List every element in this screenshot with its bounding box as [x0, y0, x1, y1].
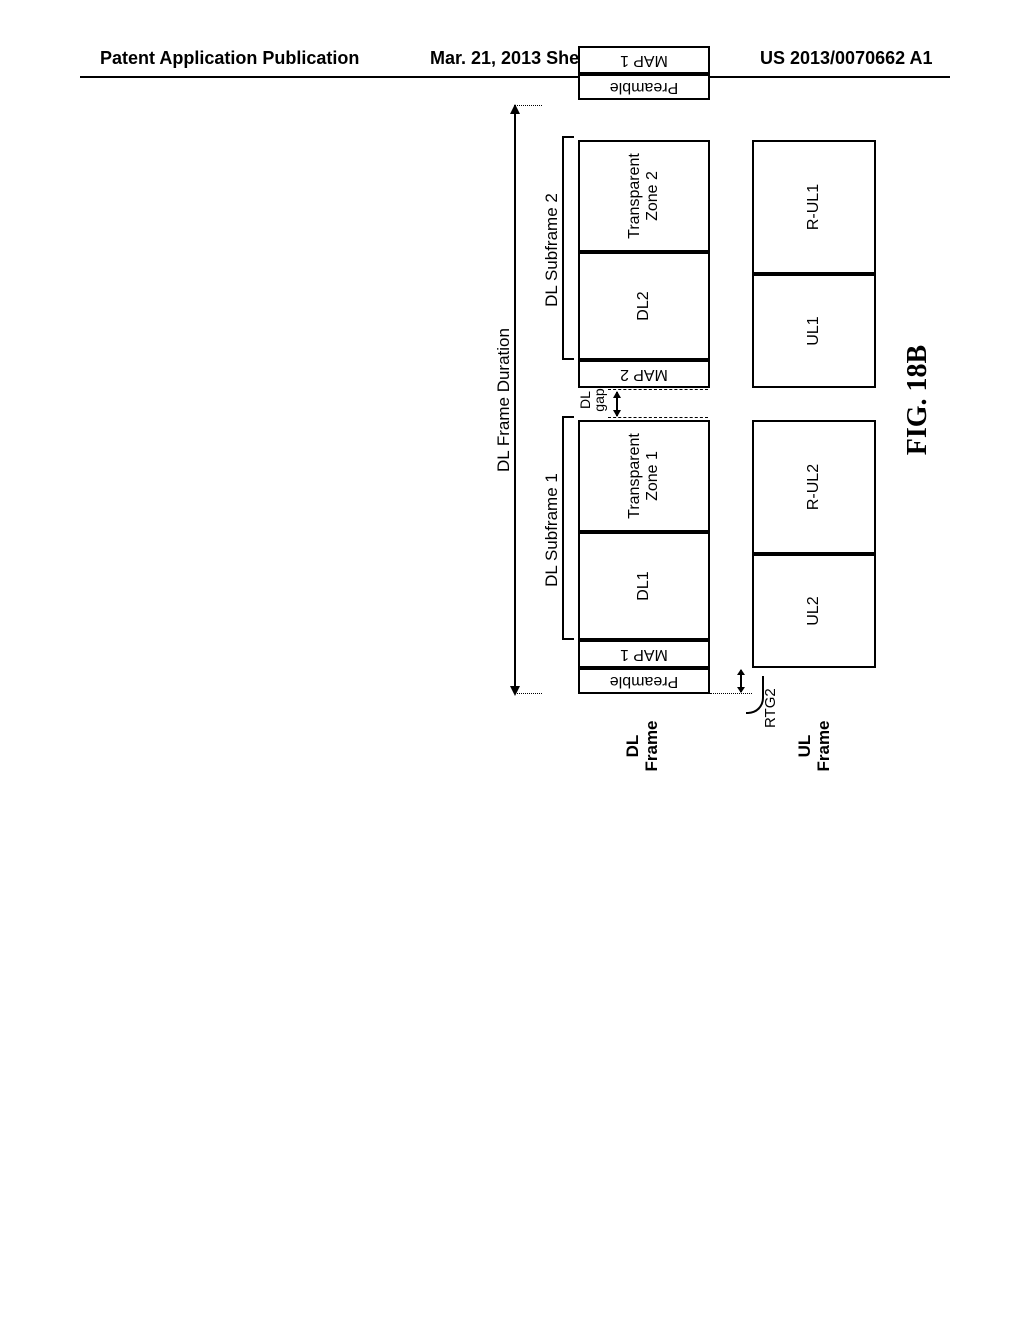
ul-frame-label: ULFrame — [796, 716, 833, 776]
box-ul1: UL1 — [752, 274, 876, 388]
box-dl2: DL2 — [578, 252, 710, 360]
box-transparent-zone-2: TransparentZone 2 — [578, 140, 710, 252]
box-dl1: DL1 — [578, 532, 710, 640]
dl-gap-arrow — [616, 392, 618, 416]
box-map2: MAP 2 — [578, 360, 710, 388]
duration-tick-right — [514, 105, 542, 106]
rtg2-label: RTG2 — [762, 688, 779, 728]
dl-gap-dash-right — [608, 389, 708, 390]
box-map1-next: MAP 1 — [578, 46, 710, 74]
figure-caption: FIG. 18B — [902, 100, 934, 700]
dl-subframe-2-label: DL Subframe 2 — [542, 140, 562, 360]
box-map1: MAP 1 — [578, 640, 710, 668]
rtg2-arrow — [740, 670, 742, 692]
dl-subframe-1-label: DL Subframe 1 — [542, 420, 562, 640]
box-ul2: UL2 — [752, 554, 876, 668]
figure-18b: DL Frame Duration DL Subframe 1 DL Subfr… — [520, 0, 940, 700]
dl-frame-label: DLFrame — [624, 716, 661, 776]
dl-frame-duration-arrow — [514, 106, 516, 694]
box-preamble-next: Preamble — [578, 74, 710, 100]
duration-tick-left — [514, 693, 542, 694]
dl-gap-dash-left — [608, 417, 708, 418]
dl-subframe-2-bracket — [562, 136, 574, 360]
box-preamble: Preamble — [578, 668, 710, 694]
dl-subframe-1-bracket — [562, 416, 574, 640]
box-r-ul1: R-UL1 — [752, 140, 876, 274]
box-r-ul2: R-UL2 — [752, 420, 876, 554]
dl-frame-duration-label: DL Frame Duration — [494, 100, 514, 700]
header-left: Patent Application Publication — [100, 48, 359, 69]
box-transparent-zone-1: TransparentZone 1 — [578, 420, 710, 532]
